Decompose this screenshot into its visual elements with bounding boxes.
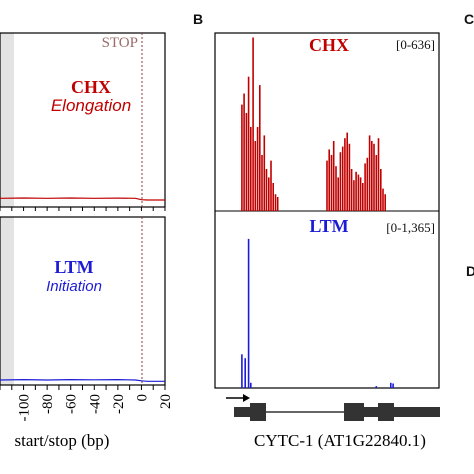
x-axis-label: start/stop (bp)	[15, 431, 110, 450]
coverage-bar	[276, 197, 279, 211]
coverage-bar	[259, 85, 261, 211]
chx-range-label: [0-636]	[396, 37, 435, 52]
coverage-bar	[330, 155, 333, 211]
coverage-bar	[353, 180, 355, 211]
coverage-bar	[265, 169, 268, 211]
x-tick-label: 0	[134, 394, 150, 402]
gene-exon	[344, 403, 364, 421]
chx-profile-line	[0, 197, 165, 201]
coverage-bar	[346, 132, 348, 211]
coverage-bar	[272, 183, 274, 211]
coverage-bar	[241, 354, 243, 388]
coverage-bar	[368, 135, 371, 211]
coverage-bar	[364, 163, 366, 211]
panel-a-bottom: LTM Initiation -100 -80 -60 -40 -20 0 20 start…	[0, 216, 174, 450]
coverage-bar	[384, 194, 386, 211]
coverage-bar	[359, 177, 362, 211]
panel-a-top: STOP CHX Elongation	[0, 32, 166, 211]
coverage-bar	[341, 146, 344, 211]
chx-bars	[241, 37, 386, 211]
coverage-bar	[247, 76, 250, 211]
gene-utr	[234, 407, 250, 417]
coverage-bar	[350, 169, 353, 211]
coverage-bar	[344, 138, 346, 211]
gene-exon	[250, 403, 266, 421]
ltm-bars	[241, 238, 394, 388]
panel-label-c: C	[464, 11, 474, 27]
shaded-region	[0, 217, 14, 385]
coverage-bar	[270, 160, 272, 211]
coverage-bar	[261, 155, 263, 211]
coverage-bar	[335, 166, 337, 211]
coverage-bar	[371, 141, 373, 211]
coverage-bar	[392, 383, 394, 388]
coverage-bar	[252, 37, 254, 211]
coverage-bar	[263, 135, 266, 211]
coverage-bar	[250, 382, 252, 388]
coverage-bar	[256, 127, 259, 211]
coverage-bar	[362, 183, 364, 211]
gene-exon	[378, 403, 394, 421]
panel-label-b: B	[193, 11, 203, 27]
x-tick-label: -20	[111, 394, 127, 414]
gene-model	[226, 394, 440, 421]
coverage-bar	[244, 358, 246, 388]
coverage-bar	[357, 174, 360, 211]
chx-subtitle: Elongation	[51, 96, 131, 115]
coverage-bar	[328, 149, 330, 211]
x-axis-ticks-top	[0, 207, 166, 211]
coverage-bar	[241, 104, 243, 211]
coverage-bar	[390, 382, 392, 388]
coverage-bar	[382, 188, 384, 211]
coverage-bar	[366, 157, 369, 211]
plot-frame	[0, 216, 166, 386]
coverage-bar	[245, 113, 248, 211]
coverage-bar	[254, 141, 257, 211]
coverage-bar	[377, 138, 380, 211]
shaded-region	[0, 33, 14, 207]
stop-label: STOP	[102, 35, 138, 51]
chx-series-label: CHX	[71, 77, 111, 97]
x-tick-label: 20	[158, 394, 174, 409]
coverage-bar	[375, 155, 378, 211]
coverage-bar	[243, 93, 245, 211]
ltm-track-label: LTM	[309, 216, 348, 236]
gene-label: CYTC-1 (AT1G22840.1)	[254, 431, 426, 450]
gene-utr	[364, 407, 378, 417]
coverage-bar	[247, 238, 250, 388]
coverage-bar	[355, 171, 357, 211]
coverage-bar	[380, 169, 382, 211]
coverage-bar	[326, 160, 328, 211]
x-tick-label: -80	[40, 394, 56, 414]
ltm-subtitle: Initiation	[46, 278, 102, 295]
coverage-bar	[274, 194, 277, 211]
x-tick-label: -100	[17, 394, 33, 422]
plot-frame	[0, 32, 166, 208]
coverage-bar	[332, 141, 335, 211]
ltm-series-label: LTM	[54, 257, 93, 277]
coverage-bar	[339, 152, 342, 211]
tss-arrowhead-icon	[243, 394, 250, 402]
chx-track-label: CHX	[309, 35, 349, 55]
coverage-bar	[373, 143, 375, 211]
x-tick-label: -60	[64, 394, 80, 414]
x-tick-label: -40	[87, 394, 103, 414]
panel-b: CHX [0-636] LTM [0-1,365] CYTC-1 (AT1G22…	[214, 32, 440, 450]
ltm-range-label: [0-1,365]	[386, 220, 435, 235]
gene-utr	[394, 407, 440, 417]
coverage-bar	[375, 386, 378, 388]
coverage-bar	[337, 177, 339, 211]
panel-label-d: D	[466, 263, 474, 279]
coverage-bar	[268, 177, 270, 211]
coverage-bar	[250, 127, 252, 211]
x-tick-labels: -100 -80 -60 -40 -20 0 20	[17, 394, 174, 422]
x-axis-ticks	[0, 385, 166, 390]
coverage-bar	[348, 143, 351, 211]
ltm-profile-line	[0, 378, 165, 382]
